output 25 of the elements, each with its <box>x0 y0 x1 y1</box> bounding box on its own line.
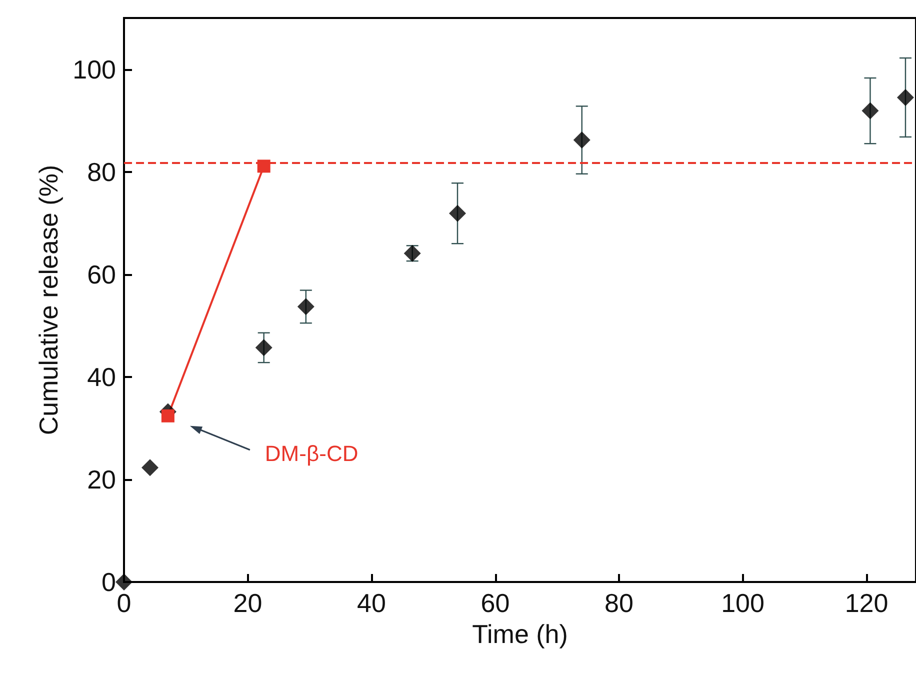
x-tick-label: 20 <box>233 588 262 618</box>
point <box>862 102 879 120</box>
point <box>116 574 132 590</box>
point <box>896 88 914 106</box>
x-tick-label: 120 <box>844 588 888 618</box>
point <box>161 409 174 422</box>
y-tick-label: 80 <box>87 156 116 187</box>
x-tick-label: 80 <box>604 588 634 618</box>
x-tick-label: 60 <box>480 588 510 618</box>
point <box>449 204 466 222</box>
y-tick-label: 0 <box>102 567 116 597</box>
x-tick-label: 100 <box>721 588 764 618</box>
y-axis-title: Cumulative release (%) <box>34 164 64 436</box>
annotation: DM-β-CD <box>264 440 358 466</box>
y-tick-label: 100 <box>72 54 116 84</box>
point <box>573 132 590 149</box>
y-tick-label: 40 <box>87 362 116 392</box>
point <box>257 160 270 173</box>
x-tick-label: 40 <box>357 588 386 618</box>
point <box>297 298 314 316</box>
x-axis-title: Time (h) <box>472 618 568 649</box>
point <box>255 339 272 356</box>
y-tick-label: 20 <box>87 464 116 494</box>
point <box>141 459 158 476</box>
y-tick-label: 60 <box>87 259 116 290</box>
